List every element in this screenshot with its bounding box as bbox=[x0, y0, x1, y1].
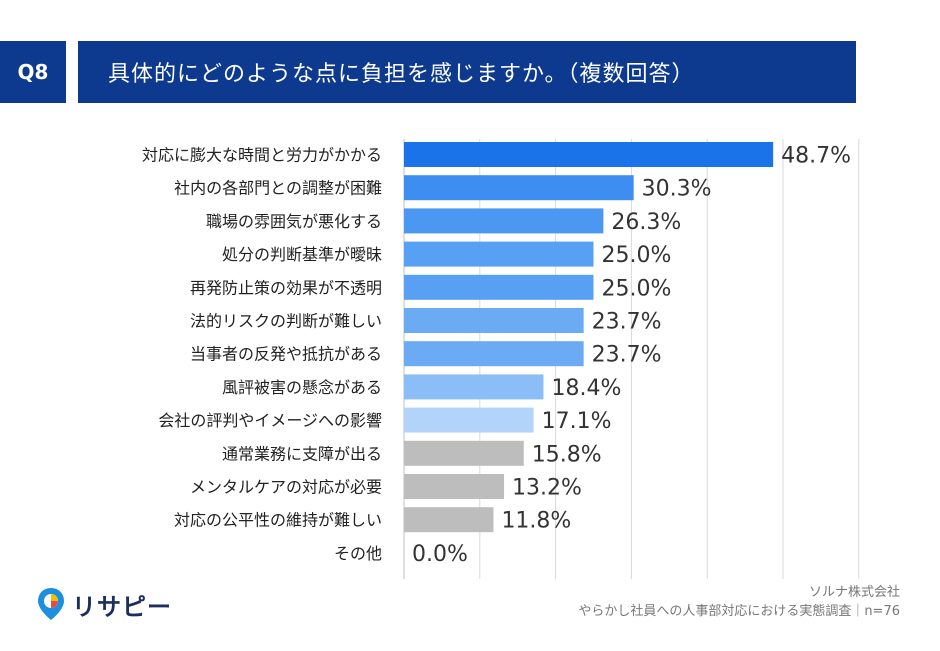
value-label: 11.8% bbox=[501, 509, 571, 534]
survey-name: やらかし社員への人事部対応における実態調査｜n=76 bbox=[578, 604, 900, 619]
category-label: 処分の判断基準が曖昧 bbox=[222, 245, 382, 264]
value-label: 23.7% bbox=[592, 310, 662, 335]
question-number-badge: Q8 bbox=[0, 41, 66, 103]
category-label: 再発防止策の効果が不透明 bbox=[190, 278, 382, 297]
category-label: 通常業務に支障が出る bbox=[222, 444, 382, 463]
bar bbox=[404, 440, 524, 466]
bar bbox=[404, 407, 534, 433]
category-label: メンタルケアの対応が必要 bbox=[190, 478, 382, 497]
bar bbox=[404, 374, 544, 400]
value-label: 48.7% bbox=[781, 144, 851, 169]
value-label: 0.0% bbox=[412, 542, 468, 567]
brand-logo: リサピー bbox=[36, 586, 172, 622]
category-label: 会社の評判やイメージへの影響 bbox=[158, 411, 382, 430]
bar bbox=[404, 175, 634, 201]
source-note: ソルナ株式会社 やらかし社員への人事部対応における実態調査｜n=76 bbox=[578, 583, 900, 621]
value-label: 17.1% bbox=[542, 409, 612, 434]
category-label: 対応の公平性の維持が難しい bbox=[174, 511, 382, 530]
value-label: 30.3% bbox=[642, 177, 712, 202]
value-label: 23.7% bbox=[592, 343, 662, 368]
question-title-bar: 具体的にどのような点に負担を感じますか。（複数回答） bbox=[78, 41, 856, 103]
category-label: 社内の各部門との調整が困難 bbox=[174, 179, 382, 198]
question-number: Q8 bbox=[17, 60, 49, 84]
logo-text: リサピー bbox=[72, 592, 172, 621]
value-label: 26.3% bbox=[611, 210, 681, 235]
value-label: 15.8% bbox=[532, 442, 602, 467]
bar bbox=[404, 474, 505, 499]
bar bbox=[404, 507, 494, 533]
category-label: その他 bbox=[334, 544, 382, 563]
category-label: 法的リスクの判断が難しい bbox=[190, 312, 382, 331]
category-label: 風評被害の懸念がある bbox=[222, 378, 382, 397]
category-label: 職場の雰囲気が悪化する bbox=[206, 212, 382, 231]
question-title: 具体的にどのような点に負担を感じますか。（複数回答） bbox=[108, 62, 695, 87]
bar bbox=[404, 142, 774, 167]
bar bbox=[404, 341, 584, 367]
category-label: 当事者の反発や抵抗がある bbox=[190, 345, 382, 364]
company-name: ソルナ株式会社 bbox=[808, 585, 900, 600]
value-label: 25.0% bbox=[602, 243, 672, 268]
bar bbox=[404, 208, 604, 234]
value-label: 25.0% bbox=[602, 276, 672, 301]
bar bbox=[404, 241, 594, 267]
bar bbox=[404, 308, 584, 333]
value-label: 13.2% bbox=[512, 476, 582, 501]
map-pin-logo-icon bbox=[38, 588, 64, 620]
value-label: 18.4% bbox=[551, 376, 621, 401]
category-label: 対応に膨大な時間と労力がかかる bbox=[142, 146, 382, 165]
bar bbox=[404, 274, 594, 300]
